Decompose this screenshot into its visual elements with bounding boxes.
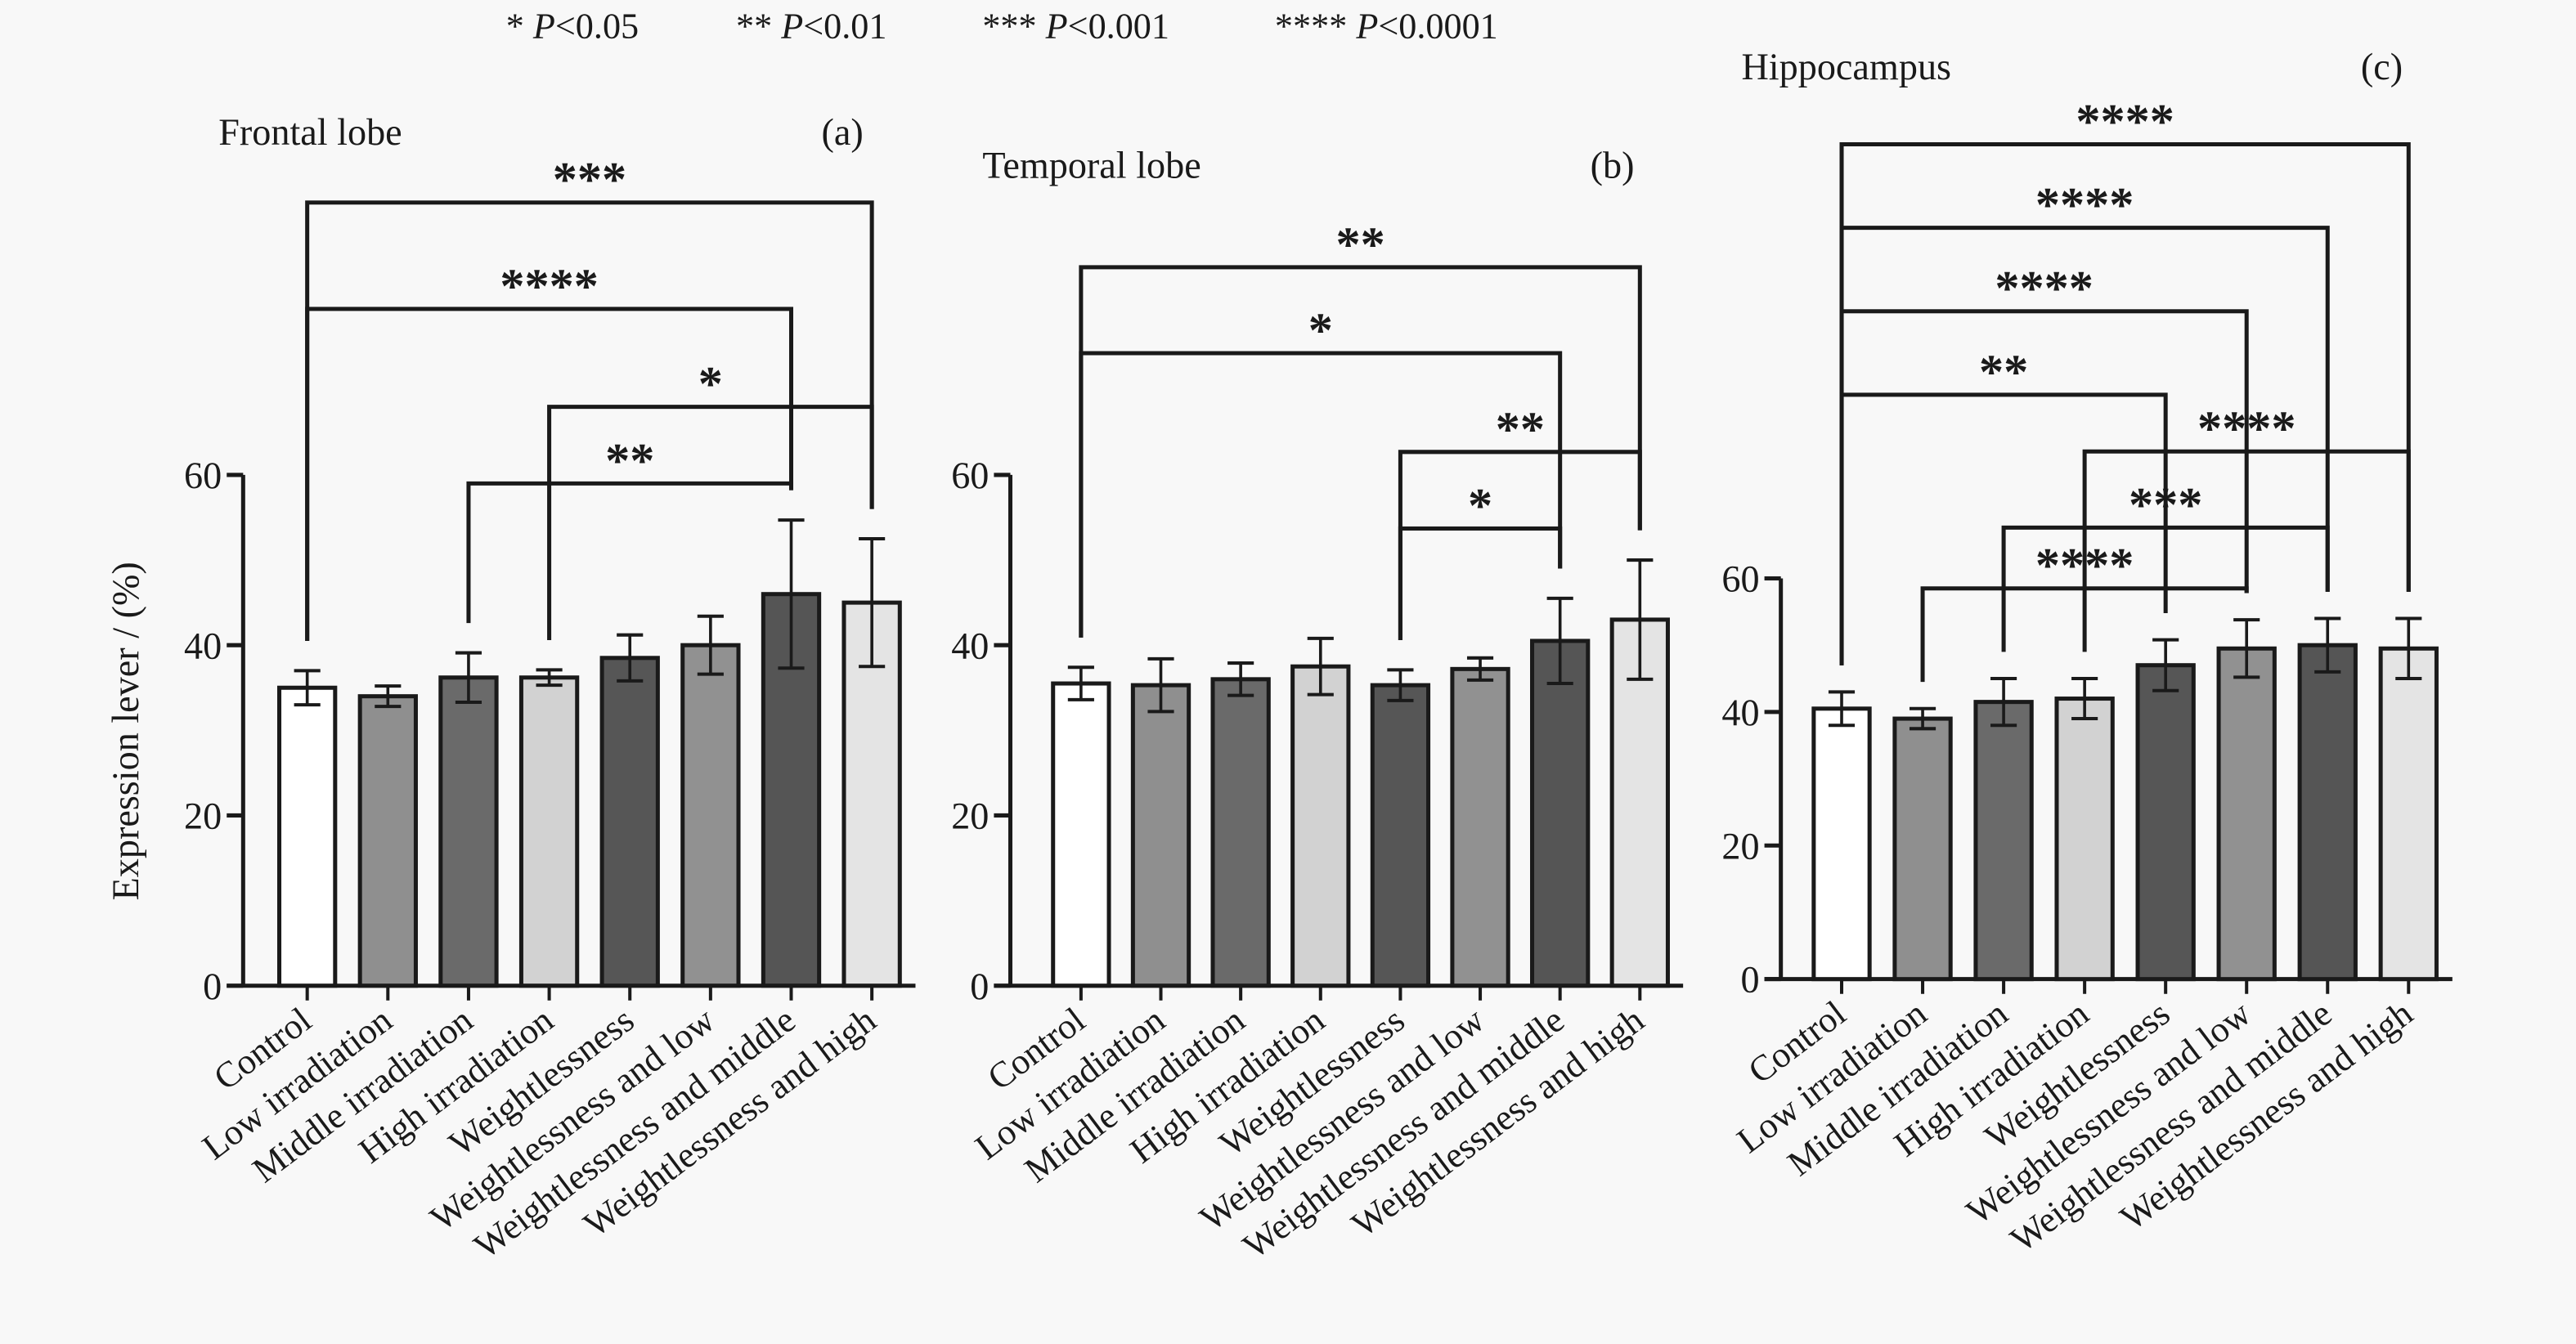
bar [1811, 706, 1872, 982]
significance-bracket [305, 307, 794, 641]
significance-stars: * [1468, 478, 1492, 533]
legend-threshold: <0.0001 [1378, 7, 1497, 47]
significance-bracket [1398, 450, 1642, 640]
panels: Frontal lobe (a) Expression lever / (%) 0 20… [105, 46, 2453, 1266]
y-tick-label: 20 [1721, 825, 1759, 867]
significance-stars: *** [553, 153, 626, 208]
legend-item: * P<0.05 [506, 7, 639, 47]
significance-bracket [466, 481, 794, 624]
legend-threshold: <0.05 [555, 7, 639, 47]
y-tick-label: 40 [1721, 692, 1759, 733]
chart-panel-a: Frontal lobe (a) Expression lever / (%) 0 20… [105, 111, 916, 1266]
panel-title: Temporal lobe [982, 144, 1200, 186]
legend-stars: * [506, 7, 533, 47]
legend-p: P [1355, 7, 1378, 47]
y-tick-label: 20 [184, 795, 222, 837]
bar [1210, 677, 1271, 988]
panel-title: Frontal lobe [218, 111, 402, 153]
significance-stars: * [1308, 303, 1333, 358]
bar [2216, 646, 2277, 982]
significance-bracket [1398, 526, 1563, 640]
y-axis-label: Expression lever / (%) [105, 562, 146, 900]
significance-bracket [1839, 392, 2168, 665]
legend-item: **** P<0.0001 [1275, 7, 1498, 47]
significance-bracket [1079, 351, 1563, 638]
significance-bracket [547, 405, 874, 640]
legend-p: P [780, 7, 803, 47]
y-tick-label: 40 [184, 625, 222, 666]
legend-threshold: <0.001 [1068, 7, 1169, 47]
bar [680, 643, 741, 988]
bar [1290, 664, 1351, 988]
bar [2378, 646, 2439, 982]
bar [518, 675, 580, 988]
y-tick-label: 0 [970, 965, 989, 1007]
significance-legend: * P<0.05 ** P<0.01 *** P<0.001 **** P<0.000… [506, 7, 1498, 47]
bar [2135, 663, 2196, 982]
bar [1973, 700, 2034, 982]
significance-stars: ** [1496, 402, 1545, 457]
significance-stars: ** [1335, 217, 1384, 272]
y-tick-label: 60 [184, 455, 222, 496]
bar [1530, 638, 1591, 988]
bar [2054, 697, 2115, 982]
panel-label: (b) [1591, 144, 1635, 186]
bar [438, 675, 499, 988]
significance-stars: **** [2035, 178, 2134, 233]
bar [1051, 681, 1111, 988]
panel-label: (c) [2361, 46, 2403, 87]
panel-label: (a) [821, 111, 863, 153]
bar [1892, 716, 1953, 982]
bar [2297, 643, 2358, 982]
bar [277, 685, 338, 988]
bar [599, 656, 660, 988]
significance-stars: **** [1995, 262, 2094, 316]
bar [1370, 683, 1431, 988]
significance-stars: **** [2035, 539, 2134, 594]
significance-stars: ** [605, 433, 654, 488]
legend-item: ** P<0.01 [736, 7, 886, 47]
y-tick-label: 60 [951, 455, 989, 496]
significance-stars: **** [2076, 94, 2174, 149]
significance-stars: *** [2129, 477, 2202, 532]
legend-stars: **** [1275, 7, 1356, 47]
legend-p: P [1045, 7, 1068, 47]
legend-stars: ** [736, 7, 781, 47]
legend-item: *** P<0.001 [982, 7, 1169, 47]
significance-stars: **** [2197, 401, 2296, 456]
legend-threshold: <0.01 [803, 7, 886, 47]
significance-stars: * [698, 357, 723, 412]
y-tick-label: 60 [1721, 558, 1759, 600]
significance-stars: ** [1979, 345, 2028, 400]
y-tick-label: 0 [203, 965, 222, 1007]
significance-stars: **** [500, 259, 599, 314]
legend-p: P [532, 7, 555, 47]
bar [357, 694, 418, 988]
bar [1130, 683, 1192, 988]
bar [1450, 666, 1510, 988]
panel-title: Hippocampus [1741, 46, 1951, 87]
legend-stars: *** [982, 7, 1045, 47]
significance-bracket [2082, 449, 2411, 652]
significance-bracket [1920, 586, 2249, 683]
y-tick-label: 40 [951, 625, 989, 666]
y-tick-label: 0 [1740, 959, 1759, 1001]
y-tick-label: 20 [951, 795, 989, 837]
